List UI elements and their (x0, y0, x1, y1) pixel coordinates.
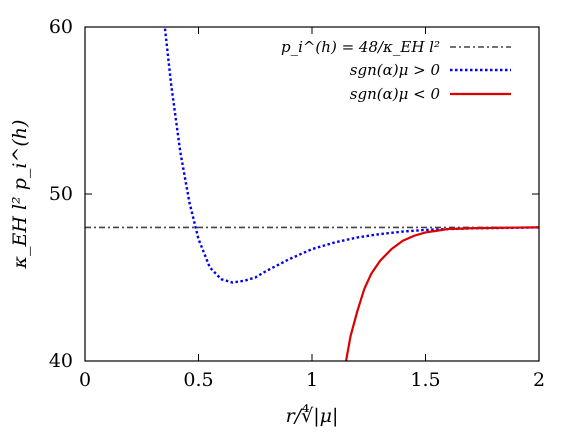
series-line-2 (344, 226, 539, 361)
x-tick-label: 1.5 (410, 369, 440, 391)
y-tick-label: 60 (49, 16, 73, 38)
x-tick-label: 2 (533, 369, 545, 391)
plot-frame (84, 26, 540, 362)
x-tick-label: 0 (79, 369, 91, 391)
x-axis-label: r/∜|μ| (286, 404, 339, 427)
legend-label: sgn(α)μ > 0 (350, 61, 441, 79)
y-tick-label: 50 (49, 183, 73, 205)
y-axis-label: κ_EH l² p_i^(h) (9, 120, 31, 270)
x-tick-label: 1 (306, 369, 318, 391)
y-tick-label: 40 (49, 350, 73, 372)
series-line-1 (163, 27, 539, 284)
legend-label: sgn(α)μ < 0 (350, 85, 441, 103)
legend-label: p_i^(h) = 48/κ_EH l² (281, 38, 440, 56)
x-tick-label: 0.5 (183, 369, 213, 391)
